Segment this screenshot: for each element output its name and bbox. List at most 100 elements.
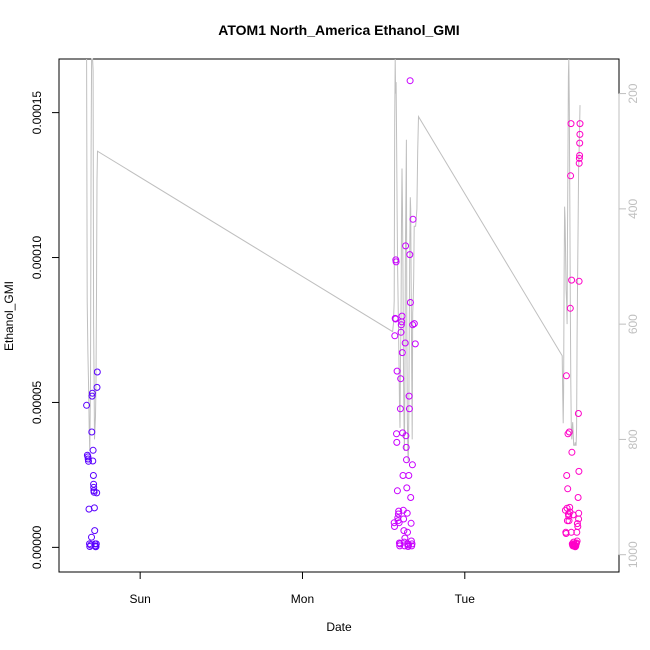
data-point — [564, 430, 572, 438]
data-point — [83, 401, 91, 409]
data-point — [88, 428, 96, 436]
data-point — [402, 432, 410, 440]
data-point — [393, 430, 400, 438]
data-point — [93, 489, 101, 497]
data-point — [88, 389, 96, 397]
data-point — [89, 472, 97, 479]
data-point — [562, 530, 570, 537]
data-point — [393, 367, 401, 375]
data-point — [407, 494, 415, 501]
data-point — [565, 428, 573, 436]
data-point — [575, 154, 583, 162]
data-point — [405, 392, 413, 400]
data-point — [566, 304, 574, 312]
data-point — [576, 139, 584, 147]
data-point — [400, 527, 408, 535]
data-point — [398, 312, 406, 320]
data-point — [565, 517, 573, 525]
data-point — [563, 472, 571, 479]
y-tick-label: 0.00000 — [30, 525, 44, 569]
x-axis: Sun Mon Tue — [129, 571, 476, 606]
data-point — [403, 509, 411, 517]
data-point — [93, 368, 101, 376]
right-axis: 200 400 600 800 1000 — [618, 83, 640, 568]
data-point — [403, 484, 411, 492]
data-point — [401, 339, 409, 347]
data-point — [391, 523, 398, 530]
data-point — [89, 457, 97, 465]
data-point — [567, 172, 575, 180]
data-point — [395, 507, 403, 515]
data-point — [89, 446, 97, 454]
y-tick-label: 0.00010 — [30, 236, 44, 280]
data-point — [403, 456, 410, 464]
y-axis: 0.00000 0.00005 0.00010 0.00015 — [30, 91, 60, 569]
data-point — [565, 512, 573, 520]
data-point — [405, 472, 413, 479]
data-point — [400, 515, 408, 523]
x-tick-label: Mon — [291, 592, 314, 606]
data-point — [88, 392, 96, 400]
data-point — [406, 299, 414, 306]
data-point — [575, 277, 583, 285]
data-point — [90, 488, 98, 496]
data-point — [392, 258, 400, 266]
secondary-line-group — [86, 58, 581, 463]
data-point — [411, 340, 419, 348]
data-point — [392, 315, 399, 323]
data-point — [408, 540, 416, 548]
data-point — [575, 159, 583, 167]
data-point — [568, 276, 576, 284]
data-point — [409, 321, 417, 329]
y-tick-label: 0.00005 — [30, 380, 44, 424]
data-point — [84, 455, 92, 463]
data-point — [396, 405, 404, 413]
right-tick-label: 600 — [626, 314, 640, 334]
x-axis-label: Date — [326, 620, 352, 634]
data-point — [568, 448, 576, 456]
y-tick-label: 0.00015 — [30, 91, 44, 135]
data-point — [92, 543, 100, 550]
data-point — [393, 438, 401, 446]
data-point — [397, 328, 405, 336]
data-point — [402, 242, 410, 250]
x-tick-label: Tue — [455, 592, 476, 606]
data-point — [575, 467, 583, 475]
data-point — [410, 320, 418, 328]
data-point — [574, 494, 582, 501]
data-point — [409, 215, 417, 223]
data-point — [401, 534, 409, 542]
right-tick-label: 400 — [626, 199, 640, 219]
data-point — [399, 472, 407, 479]
data-point — [567, 120, 575, 128]
data-point — [402, 443, 410, 451]
right-tick-label: 1000 — [626, 541, 640, 568]
data-point — [406, 251, 414, 259]
data-point — [85, 457, 92, 465]
right-tick-label: 200 — [626, 83, 640, 103]
data-point — [394, 510, 402, 518]
data-point — [408, 461, 416, 469]
data-point — [407, 519, 415, 527]
data-point — [576, 120, 584, 128]
data-point — [397, 321, 405, 329]
data-point — [573, 537, 581, 545]
data-point — [397, 375, 405, 383]
data-points — [83, 77, 584, 551]
data-point — [576, 130, 584, 138]
data-point — [566, 503, 574, 511]
data-point — [391, 332, 399, 340]
data-point — [92, 540, 100, 548]
data-point — [562, 372, 570, 380]
right-tick-label: 800 — [626, 429, 640, 449]
data-point — [574, 410, 582, 417]
data-point — [393, 487, 401, 495]
data-point — [390, 519, 398, 527]
data-point — [90, 483, 98, 491]
data-point — [407, 537, 415, 545]
plot-frame — [58, 58, 620, 573]
data-point — [91, 527, 99, 535]
data-point — [575, 509, 583, 517]
data-point — [395, 519, 403, 527]
